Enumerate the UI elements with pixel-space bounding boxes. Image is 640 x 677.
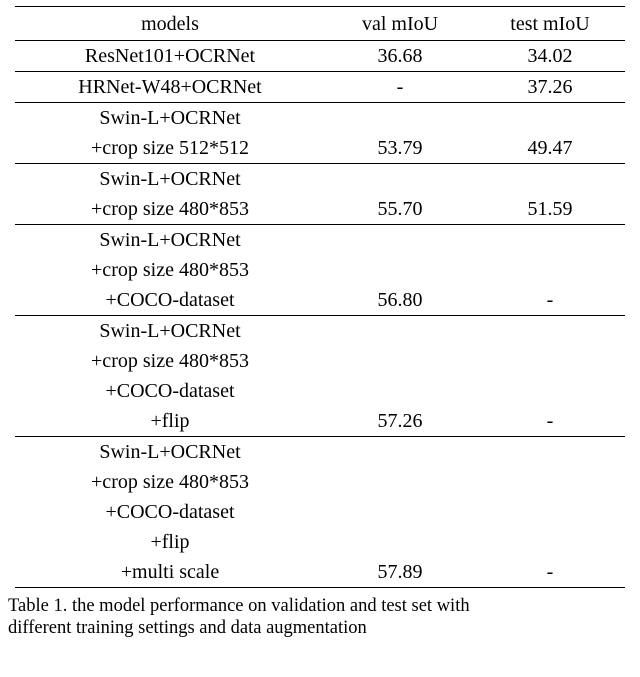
cell-val-miou bbox=[325, 437, 475, 468]
table-caption: Table 1. the model performance on valida… bbox=[8, 594, 632, 618]
cell-test-miou bbox=[475, 376, 625, 406]
cell-model-line: Swin-L+OCRNet bbox=[15, 316, 325, 347]
table-row: +flip bbox=[15, 527, 625, 557]
cell-val-miou bbox=[325, 316, 475, 347]
cell-val-miou bbox=[325, 346, 475, 376]
caption-label: Table 1. bbox=[8, 596, 67, 616]
cell-test-miou bbox=[475, 255, 625, 285]
cell-test-miou bbox=[475, 164, 625, 195]
cell-model-line: Swin-L+OCRNet bbox=[15, 164, 325, 195]
table-row: +crop size 512*51253.7949.47 bbox=[15, 133, 625, 164]
cell-model-line: Swin-L+OCRNet bbox=[15, 437, 325, 468]
cell-test-miou: - bbox=[475, 557, 625, 588]
cell-val-miou: 53.79 bbox=[325, 133, 475, 164]
cell-test-miou bbox=[475, 316, 625, 347]
cell-val-miou bbox=[325, 255, 475, 285]
cell-model-line: +COCO-dataset bbox=[15, 376, 325, 406]
results-table: modelsval mIoUtest mIoUResNet101+OCRNet3… bbox=[15, 6, 625, 588]
cell-val-miou: 57.89 bbox=[325, 557, 475, 588]
cell-model-line: +crop size 512*512 bbox=[15, 133, 325, 164]
cell-model-line: HRNet-W48+OCRNet bbox=[15, 72, 325, 103]
cell-val-miou bbox=[325, 103, 475, 134]
table-row: Swin-L+OCRNet bbox=[15, 103, 625, 134]
table-row: +COCO-dataset bbox=[15, 497, 625, 527]
header-models: models bbox=[15, 7, 325, 41]
cell-model-line: +crop size 480*853 bbox=[15, 467, 325, 497]
cell-val-miou bbox=[325, 467, 475, 497]
cell-val-miou bbox=[325, 164, 475, 195]
table-row: Swin-L+OCRNet bbox=[15, 225, 625, 256]
cell-model-line: +flip bbox=[15, 527, 325, 557]
cell-val-miou bbox=[325, 497, 475, 527]
cell-test-miou: - bbox=[475, 406, 625, 437]
cell-val-miou: - bbox=[325, 72, 475, 103]
cell-test-miou: 37.26 bbox=[475, 72, 625, 103]
table-row: +crop size 480*853 bbox=[15, 346, 625, 376]
table-row: +crop size 480*853 bbox=[15, 255, 625, 285]
table-row: +flip57.26- bbox=[15, 406, 625, 437]
caption-text-2: different training settings and data aug… bbox=[8, 618, 632, 639]
cell-model-line: +crop size 480*853 bbox=[15, 346, 325, 376]
cell-model-line: +crop size 480*853 bbox=[15, 255, 325, 285]
cell-test-miou bbox=[475, 225, 625, 256]
cell-model-line: +COCO-dataset bbox=[15, 497, 325, 527]
cell-model-line: +multi scale bbox=[15, 557, 325, 588]
cell-test-miou bbox=[475, 437, 625, 468]
cell-model-line: +COCO-dataset bbox=[15, 285, 325, 316]
cell-test-miou bbox=[475, 497, 625, 527]
header-test-miou: test mIoU bbox=[475, 7, 625, 41]
cell-model-line: +flip bbox=[15, 406, 325, 437]
cell-model-line: ResNet101+OCRNet bbox=[15, 41, 325, 72]
cell-test-miou: 49.47 bbox=[475, 133, 625, 164]
cell-val-miou: 56.80 bbox=[325, 285, 475, 316]
table-row: ResNet101+OCRNet36.6834.02 bbox=[15, 41, 625, 72]
table-row: Swin-L+OCRNet bbox=[15, 437, 625, 468]
table-row: HRNet-W48+OCRNet-37.26 bbox=[15, 72, 625, 103]
table-row: +multi scale57.89- bbox=[15, 557, 625, 588]
table-row: Swin-L+OCRNet bbox=[15, 316, 625, 347]
caption-text-1: the model performance on validation and … bbox=[72, 596, 470, 616]
cell-model-line: Swin-L+OCRNet bbox=[15, 225, 325, 256]
cell-test-miou: 51.59 bbox=[475, 194, 625, 225]
cell-test-miou: - bbox=[475, 285, 625, 316]
cell-model-line: +crop size 480*853 bbox=[15, 194, 325, 225]
cell-test-miou bbox=[475, 346, 625, 376]
header-val-miou: val mIoU bbox=[325, 7, 475, 41]
cell-val-miou bbox=[325, 527, 475, 557]
cell-model-line: Swin-L+OCRNet bbox=[15, 103, 325, 134]
cell-val-miou: 55.70 bbox=[325, 194, 475, 225]
cell-test-miou bbox=[475, 527, 625, 557]
table-bottom-rule bbox=[15, 588, 625, 589]
cell-val-miou bbox=[325, 225, 475, 256]
table-body: modelsval mIoUtest mIoUResNet101+OCRNet3… bbox=[15, 7, 625, 589]
cell-test-miou: 34.02 bbox=[475, 41, 625, 72]
table-row: +COCO-dataset56.80- bbox=[15, 285, 625, 316]
cell-test-miou bbox=[475, 103, 625, 134]
table-row: +COCO-dataset bbox=[15, 376, 625, 406]
cell-val-miou: 36.68 bbox=[325, 41, 475, 72]
table-header-row: modelsval mIoUtest mIoU bbox=[15, 7, 625, 41]
table-row: +crop size 480*85355.7051.59 bbox=[15, 194, 625, 225]
cell-test-miou bbox=[475, 467, 625, 497]
cell-val-miou: 57.26 bbox=[325, 406, 475, 437]
cell-val-miou bbox=[325, 376, 475, 406]
table-row: +crop size 480*853 bbox=[15, 467, 625, 497]
table-row: Swin-L+OCRNet bbox=[15, 164, 625, 195]
